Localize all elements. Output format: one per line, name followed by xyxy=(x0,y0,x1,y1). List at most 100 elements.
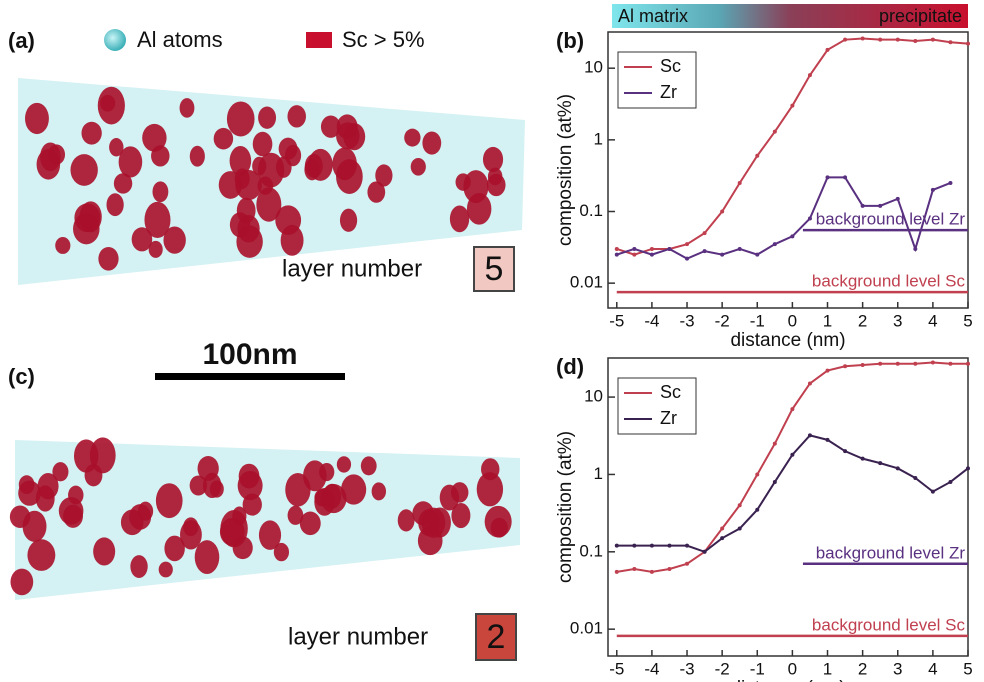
data-point xyxy=(685,543,690,548)
precipitate xyxy=(397,509,415,532)
precipitate xyxy=(320,484,347,514)
y-axis-label: composition (at%) xyxy=(555,431,576,583)
panel-label: (d) xyxy=(556,354,584,379)
data-point xyxy=(948,180,953,185)
data-point xyxy=(772,479,777,484)
data-point xyxy=(614,252,619,257)
data-point xyxy=(685,561,690,566)
precipitate xyxy=(189,475,208,496)
data-point xyxy=(772,242,777,247)
precipitate xyxy=(490,517,508,538)
precipitate xyxy=(339,208,358,232)
precipitate xyxy=(285,472,311,507)
precipitate xyxy=(236,197,256,224)
data-point xyxy=(913,361,918,366)
precipitate xyxy=(18,475,35,495)
x-tick-label: -3 xyxy=(679,311,694,330)
precipitate xyxy=(81,121,102,145)
precipitate xyxy=(287,105,306,128)
precipitate xyxy=(219,517,245,546)
data-point xyxy=(860,456,865,461)
data-point xyxy=(860,36,865,41)
precipitate xyxy=(229,145,252,176)
data-point xyxy=(667,543,672,548)
x-tick-label: -3 xyxy=(679,659,694,678)
precipitate xyxy=(93,537,116,566)
data-point xyxy=(895,37,900,42)
scale-bar-label: 100nm xyxy=(202,338,297,371)
precipitate xyxy=(242,493,262,516)
data-point xyxy=(649,246,654,251)
scale-bar xyxy=(155,373,345,380)
data-point xyxy=(720,526,725,531)
precipitate xyxy=(151,145,170,167)
precipitate xyxy=(142,123,167,152)
precipitate xyxy=(120,509,144,536)
data-point xyxy=(667,246,672,251)
precipitate xyxy=(439,484,460,511)
data-point xyxy=(685,256,690,261)
precipitate xyxy=(189,145,205,167)
precipitate xyxy=(84,464,103,487)
data-point xyxy=(649,569,654,574)
data-point xyxy=(737,246,742,251)
precipitate xyxy=(404,128,421,147)
precipitate xyxy=(98,246,119,271)
precipitate xyxy=(476,472,504,507)
data-point xyxy=(720,536,725,541)
data-point xyxy=(825,437,830,442)
precipitate xyxy=(27,539,56,571)
precipitate xyxy=(25,102,49,135)
precipitate xyxy=(70,154,98,186)
colorbar-label: Al matrix xyxy=(618,6,688,26)
data-point xyxy=(948,40,953,45)
precipitate xyxy=(341,474,367,505)
precipitate xyxy=(367,181,386,203)
data-point xyxy=(790,103,795,108)
data-point xyxy=(737,180,742,185)
legend-label: Sc xyxy=(660,56,681,76)
x-tick-label: 0 xyxy=(788,659,797,678)
precipitate xyxy=(194,540,220,575)
data-point xyxy=(790,234,795,239)
precipitate xyxy=(131,227,153,252)
precipitate xyxy=(257,152,285,188)
background-label: background level Sc xyxy=(812,615,966,634)
data-point xyxy=(930,37,935,42)
x-tick-label: -1 xyxy=(750,659,765,678)
data-point xyxy=(966,361,970,366)
precipitate xyxy=(22,510,47,542)
data-point xyxy=(632,566,637,571)
data-point xyxy=(702,249,707,254)
data-point xyxy=(878,361,883,366)
data-point xyxy=(930,489,935,494)
colorbar xyxy=(612,4,968,28)
x-tick-label: -2 xyxy=(715,659,730,678)
precipitate xyxy=(336,456,352,473)
precipitate xyxy=(280,224,304,256)
precipitate xyxy=(58,497,84,525)
data-point xyxy=(807,433,812,438)
data-point xyxy=(843,175,848,180)
y-tick-label: 10 xyxy=(584,58,603,77)
y-tick-label: 1 xyxy=(594,464,603,483)
precipitate xyxy=(360,456,377,476)
precipitate xyxy=(451,502,471,529)
precipitate xyxy=(137,501,154,521)
precipitate xyxy=(106,193,124,217)
precipitate xyxy=(258,106,277,129)
precipitate xyxy=(273,542,290,562)
data-point xyxy=(702,549,707,554)
precipitate xyxy=(52,462,69,482)
data-point xyxy=(614,543,619,548)
data-point xyxy=(632,246,637,251)
y-tick-label: 0.1 xyxy=(579,201,603,220)
data-point xyxy=(755,252,760,257)
precipitate xyxy=(235,169,262,201)
precipitate xyxy=(40,142,61,172)
precipitate xyxy=(481,458,500,481)
data-point xyxy=(966,41,970,46)
data-point xyxy=(843,449,848,454)
legend-label: Zr xyxy=(660,82,677,102)
precipitate xyxy=(278,137,298,160)
